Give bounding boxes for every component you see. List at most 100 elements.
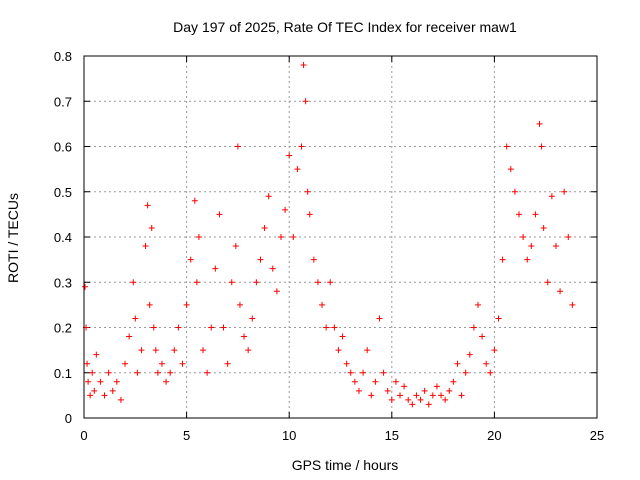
data-point: [171, 347, 178, 354]
data-point: [401, 383, 408, 390]
data-point: [548, 193, 555, 200]
data-point: [228, 279, 235, 286]
data-point: [286, 152, 293, 159]
data-point: [429, 392, 436, 399]
data-point: [569, 301, 576, 308]
data-point: [388, 396, 395, 403]
data-point: [191, 197, 198, 204]
data-point: [300, 62, 307, 69]
data-point: [405, 396, 412, 403]
data-point: [503, 143, 510, 150]
data-point: [409, 401, 416, 408]
data-point: [134, 369, 141, 376]
data-point: [417, 396, 424, 403]
data-point: [433, 383, 440, 390]
data-point: [82, 283, 89, 290]
x-tick-label: 0: [80, 428, 87, 443]
x-tick-label: 5: [183, 428, 190, 443]
y-tick-label: 0.3: [54, 275, 72, 290]
data-point: [561, 188, 568, 195]
data-point: [524, 256, 531, 263]
data-point: [84, 360, 91, 367]
data-point: [142, 243, 149, 250]
data-point: [187, 256, 194, 263]
y-tick-label: 0.6: [54, 140, 72, 155]
y-tick-label: 0.8: [54, 49, 72, 64]
data-point: [97, 378, 104, 385]
data-point: [360, 369, 367, 376]
data-point: [532, 211, 539, 218]
data-point: [458, 392, 465, 399]
data-point: [126, 333, 133, 340]
data-point: [290, 234, 297, 240]
data-point: [327, 279, 334, 286]
data-point: [245, 347, 252, 354]
data-point: [347, 369, 354, 376]
data-point: [234, 143, 241, 150]
data-point: [195, 234, 202, 240]
data-point: [565, 234, 572, 240]
data-point: [109, 387, 116, 394]
data-point: [154, 369, 161, 376]
data-point: [323, 324, 330, 331]
data-point: [540, 224, 547, 231]
data-point: [339, 333, 346, 340]
x-tick-label: 15: [385, 428, 399, 443]
data-point: [491, 347, 498, 354]
y-tick-label: 0.7: [54, 94, 72, 109]
data-point: [216, 211, 223, 218]
data-point: [364, 347, 371, 354]
data-point: [343, 360, 350, 367]
data-point: [528, 243, 535, 250]
data-point: [392, 378, 399, 385]
data-point: [298, 143, 305, 150]
data-point: [208, 324, 215, 331]
data-point: [319, 301, 326, 308]
data-point: [179, 360, 186, 367]
chart-title: Day 197 of 2025, Rate Of TEC Index for r…: [173, 19, 517, 35]
data-point: [144, 202, 151, 209]
data-point: [442, 396, 449, 403]
data-point: [499, 256, 506, 263]
data-point: [462, 369, 469, 376]
data-point: [483, 360, 490, 367]
data-point: [249, 315, 256, 322]
data-point: [277, 234, 284, 240]
data-point: [150, 324, 157, 331]
data-point: [89, 369, 96, 376]
data-point: [204, 369, 211, 376]
data-point: [265, 193, 272, 200]
data-point: [148, 224, 155, 231]
data-point: [495, 315, 502, 322]
data-point: [261, 224, 268, 231]
data-point: [466, 351, 473, 358]
data-point: [470, 324, 477, 331]
y-tick-label: 0: [65, 411, 72, 426]
data-point: [101, 392, 108, 399]
y-tick-label: 0.2: [54, 321, 72, 336]
data-point: [212, 265, 219, 272]
data-point: [310, 256, 317, 263]
data-point: [376, 315, 383, 322]
data-point: [302, 98, 309, 105]
data-point: [193, 279, 200, 286]
data-point: [306, 211, 313, 218]
x-tick-label: 25: [590, 428, 604, 443]
data-point: [91, 387, 98, 394]
data-point: [105, 369, 112, 376]
data-point: [368, 392, 375, 399]
data-point: [355, 387, 362, 394]
data-point: [538, 143, 545, 150]
y-tick-label: 0.1: [54, 366, 72, 381]
data-point: [183, 301, 190, 308]
data-point: [224, 360, 231, 367]
data-point: [454, 360, 461, 367]
data-point: [544, 279, 551, 286]
data-point: [314, 279, 321, 286]
data-point: [557, 288, 564, 295]
data-point: [152, 347, 159, 354]
data-point: [552, 243, 559, 250]
data-point: [232, 243, 239, 250]
tick-labels: 0 5 10 15 20 25 0 0.1 0.2 0.3 0.4 0.5 0.6 0.7 0.8: [54, 49, 604, 443]
